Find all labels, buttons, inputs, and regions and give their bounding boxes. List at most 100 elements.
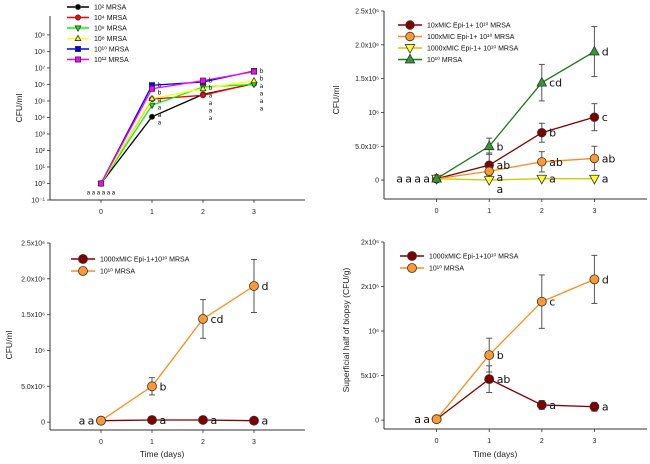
series-6 bbox=[98, 68, 257, 187]
significance-letter: a bbox=[260, 106, 264, 113]
x-tick-label: 1 bbox=[487, 438, 491, 445]
significance-letter: a bbox=[158, 97, 162, 104]
data-point bbox=[148, 113, 155, 120]
y-tick-label: 10⁶ bbox=[34, 82, 45, 89]
data-point bbox=[147, 415, 157, 425]
significance-letter: b bbox=[260, 68, 264, 75]
series-4 bbox=[431, 26, 600, 183]
legend-marker bbox=[405, 20, 415, 30]
legend-label: 10¹⁰ MRSA bbox=[100, 268, 135, 276]
significance-letter: a bbox=[209, 100, 213, 107]
significance-letter: a bbox=[423, 173, 430, 186]
significance-letter: a bbox=[102, 189, 106, 196]
x-tick-label: 0 bbox=[435, 208, 439, 215]
series-line bbox=[100, 82, 255, 184]
legend-entry: 10² MRSA bbox=[67, 4, 127, 12]
significance-letter: a bbox=[414, 413, 421, 426]
significance-letter: cd bbox=[549, 77, 562, 90]
series-line bbox=[100, 285, 255, 422]
data-point bbox=[589, 274, 600, 285]
significance-letter: c bbox=[602, 111, 608, 124]
y-tick-label: 2x10⁶ bbox=[361, 240, 379, 247]
data-point bbox=[98, 180, 105, 187]
data-point bbox=[536, 296, 547, 307]
data-point bbox=[147, 381, 157, 392]
significance-letter: b bbox=[158, 82, 162, 89]
significance-letter: b bbox=[158, 90, 162, 97]
data-point bbox=[249, 281, 259, 291]
significance-letter: a bbox=[423, 413, 430, 426]
chart-panel-1: 10⁻¹ 10⁰ 10¹ 10² 10³ 10⁴ 10⁵ 10⁶ 10⁷ 10⁸ 10⁹ 0 1 2 3 CF… bbox=[14, 4, 305, 216]
significance-letter: ab bbox=[549, 156, 563, 169]
legend-entry: 10¹⁰ MRSA bbox=[398, 53, 462, 64]
significance-letter: ab bbox=[497, 159, 511, 172]
significance-letter: a bbox=[396, 173, 403, 186]
y-tick-label: 5x10⁵ bbox=[361, 373, 379, 380]
data-point bbox=[198, 314, 208, 324]
significance-letter: a bbox=[97, 189, 101, 196]
data-point bbox=[148, 94, 156, 102]
significance-letter: a bbox=[549, 173, 556, 186]
significance-letter: a bbox=[209, 115, 213, 122]
significance-letter: a bbox=[87, 189, 91, 196]
significance-letter: a bbox=[158, 105, 162, 112]
significance-letter: a bbox=[260, 91, 264, 98]
chart-panel-4: 0 5x10⁵ 10⁶ 2x10⁶ 2x10⁶ 0 1 2 3 Superficial half … bbox=[341, 240, 647, 459]
y-tick-label: 10¹ bbox=[35, 164, 46, 171]
significance-letter: a bbox=[497, 171, 504, 184]
series-line bbox=[100, 79, 255, 184]
legend-marker bbox=[407, 251, 417, 261]
legend-label: 10¹⁰ MRSA bbox=[94, 46, 129, 54]
y-tick-label: 10⁶ bbox=[34, 348, 45, 355]
y-tick-label: 2.5x10⁶ bbox=[355, 9, 379, 16]
x-tick-label: 1 bbox=[487, 208, 491, 215]
significance-letter: ab bbox=[602, 152, 616, 165]
x-tick-label: 2 bbox=[540, 208, 544, 215]
significance-letter: a bbox=[88, 415, 95, 428]
legend-label: 10² MRSA bbox=[94, 5, 127, 12]
series-3 bbox=[97, 81, 258, 188]
y-tick-label: 10⁸ bbox=[34, 49, 45, 56]
legend-label: 10¹² MRSA bbox=[94, 57, 129, 64]
series-3 bbox=[431, 174, 600, 187]
data-point bbox=[431, 172, 443, 183]
y-tick-label: 10⁻¹ bbox=[31, 198, 45, 205]
data-point bbox=[199, 92, 206, 99]
chart-panel-3: 0 5.0x10⁵ 10⁶ 1.5x10⁶ 2.0x10⁶ 2.5x10⁶ 0 1 2 3 CFU/… bbox=[4, 241, 305, 459]
y-tick-label: 10⁷ bbox=[35, 65, 46, 72]
legend-entry: 1000xMIC Epi-1+10¹⁰ MRSA bbox=[71, 254, 190, 264]
data-point bbox=[484, 350, 495, 360]
data-point bbox=[536, 76, 548, 87]
y-tick-label: 2.0x10⁶ bbox=[355, 42, 379, 49]
significance-letter: a bbox=[209, 108, 213, 115]
significance-letter: a bbox=[405, 173, 412, 186]
significance-letter: a bbox=[112, 189, 116, 196]
legend-entry: 1000xMIC Epi-1+10¹⁰ MRSA bbox=[400, 251, 519, 261]
legend-entry: 10¹⁰ MRSA bbox=[71, 266, 135, 276]
data-point bbox=[198, 415, 208, 425]
legend-marker bbox=[75, 46, 82, 53]
data-point bbox=[484, 166, 494, 176]
data-point bbox=[536, 400, 547, 410]
legend-label: 10xMIC Epi-1+ 10¹⁰ MRSA bbox=[427, 22, 511, 30]
series-line bbox=[100, 83, 255, 184]
series-line bbox=[100, 419, 255, 422]
series-line bbox=[436, 278, 595, 420]
data-point bbox=[537, 157, 547, 167]
significance-letter: a bbox=[414, 173, 421, 186]
data-point bbox=[537, 128, 547, 138]
legend-entry: 100xMIC Epi-1+ 10¹⁰ MRSA bbox=[398, 31, 515, 42]
significance-letter: a bbox=[602, 173, 609, 186]
x-tick-label: 1 bbox=[150, 439, 154, 446]
y-tick-label: 2x10⁶ bbox=[361, 284, 379, 291]
legend-marker bbox=[75, 4, 82, 10]
y-tick-label: 10³ bbox=[35, 131, 46, 138]
y-tick-label: 10⁶ bbox=[368, 110, 379, 117]
significance-letter: cd bbox=[211, 313, 224, 326]
legend-marker bbox=[75, 14, 82, 21]
legend-label: 10¹⁰ MRSA bbox=[427, 56, 462, 64]
legend-label: 10⁸ MRSA bbox=[94, 36, 127, 43]
